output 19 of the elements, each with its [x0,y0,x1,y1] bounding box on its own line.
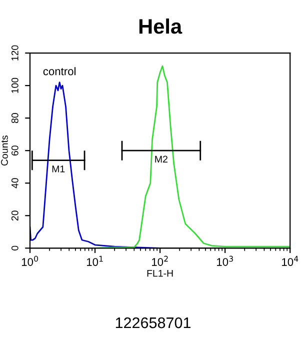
x-tick-label: 10$^{4}$ [282,256,298,266]
chart-title: Hela [139,18,182,34]
y-tick-label: 20 [11,210,18,221]
series-label: M2 [155,156,168,163]
x-tick-label: 10$^{3}$ [217,256,233,266]
text: 122658701 [116,317,190,328]
x-axis-title: FL1-H [147,270,173,277]
series-label: control [43,67,76,76]
y-tick-label: 60 [11,146,18,156]
y-tick-label: 120 [11,45,18,60]
x-tick-label: 10$^{2}$ [152,256,168,266]
y-tick-label: 40 [11,178,18,188]
y-axis-title: Counts [1,136,8,166]
series-label: M1 [52,166,65,172]
x-tick-label: 10$^{1}$ [86,256,103,266]
y-tick-label: 100 [11,78,18,93]
x-tick-label: 10$^{0}$ [22,256,38,266]
y-tick-label: 80 [11,113,18,124]
y-tick-label: 0 [11,246,18,250]
